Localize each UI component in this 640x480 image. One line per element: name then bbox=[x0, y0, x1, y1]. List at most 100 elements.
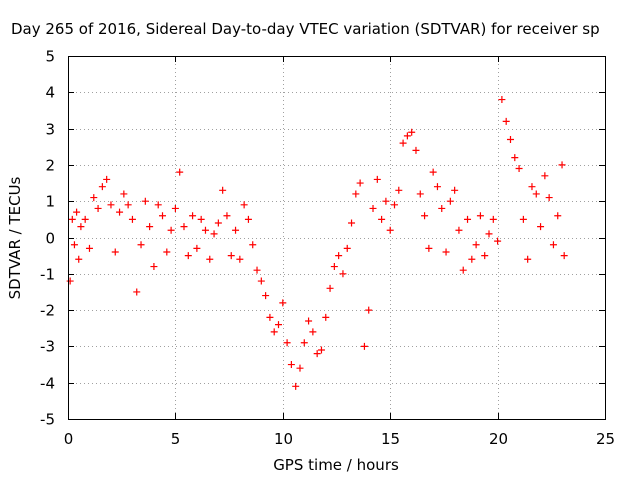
data-point bbox=[382, 197, 390, 205]
data-point bbox=[403, 132, 411, 140]
data-point bbox=[412, 146, 420, 154]
data-point bbox=[154, 201, 162, 209]
data-point bbox=[335, 252, 343, 260]
data-point bbox=[189, 212, 197, 220]
x-tick-label: 10 bbox=[274, 430, 293, 448]
data-point bbox=[481, 252, 489, 260]
data-point bbox=[472, 241, 480, 249]
data-point bbox=[98, 183, 106, 191]
data-point bbox=[309, 328, 317, 336]
y-tick-label: 5 bbox=[45, 48, 55, 66]
x-tick-label: 20 bbox=[489, 430, 508, 448]
data-point bbox=[283, 339, 291, 347]
data-point bbox=[300, 339, 308, 347]
data-point bbox=[395, 186, 403, 194]
data-series-sdtvar bbox=[66, 96, 568, 390]
x-axis-title: GPS time / hours bbox=[273, 456, 399, 474]
x-tick-label: 5 bbox=[171, 430, 181, 448]
data-point bbox=[549, 241, 557, 249]
data-point bbox=[356, 179, 364, 187]
x-tick-label: 25 bbox=[596, 430, 615, 448]
data-point bbox=[244, 215, 252, 223]
grid-lines bbox=[68, 56, 605, 419]
data-point bbox=[214, 219, 222, 227]
data-point bbox=[68, 215, 76, 223]
data-point bbox=[421, 212, 429, 220]
y-tick-label: -1 bbox=[40, 266, 55, 284]
data-point bbox=[532, 190, 540, 198]
plot-frame bbox=[68, 56, 606, 420]
data-point bbox=[94, 204, 102, 212]
data-point bbox=[146, 223, 154, 231]
data-point bbox=[485, 230, 493, 238]
data-point bbox=[390, 201, 398, 209]
data-point bbox=[425, 244, 433, 252]
data-point bbox=[296, 364, 304, 372]
data-point bbox=[446, 197, 454, 205]
data-point bbox=[107, 201, 115, 209]
data-point bbox=[498, 96, 506, 104]
y-tick-label: 2 bbox=[45, 157, 55, 175]
data-point bbox=[494, 237, 502, 245]
data-point bbox=[369, 204, 377, 212]
data-point bbox=[365, 306, 373, 314]
data-point bbox=[167, 226, 175, 234]
x-axis-ticks: 0 5 10 15 20 25 bbox=[64, 56, 615, 448]
data-point bbox=[219, 186, 227, 194]
data-point bbox=[558, 161, 566, 169]
data-point bbox=[120, 190, 128, 198]
data-point bbox=[455, 226, 463, 234]
data-point bbox=[545, 194, 553, 202]
data-point bbox=[343, 244, 351, 252]
data-point bbox=[141, 197, 149, 205]
data-point bbox=[249, 241, 257, 249]
data-point bbox=[464, 215, 472, 223]
data-point bbox=[150, 263, 158, 271]
data-point bbox=[317, 346, 325, 354]
data-point bbox=[537, 223, 545, 231]
data-point bbox=[511, 154, 519, 162]
data-point bbox=[348, 219, 356, 227]
data-point bbox=[73, 208, 81, 216]
data-point bbox=[459, 266, 467, 274]
data-point bbox=[560, 252, 568, 260]
data-point bbox=[502, 117, 510, 125]
data-point bbox=[66, 277, 74, 285]
data-point bbox=[81, 215, 89, 223]
data-point bbox=[378, 215, 386, 223]
data-point bbox=[429, 168, 437, 176]
data-point bbox=[360, 342, 368, 350]
data-point bbox=[451, 186, 459, 194]
y-tick-label: -3 bbox=[40, 338, 55, 356]
data-point bbox=[275, 321, 283, 329]
y-tick-label: 3 bbox=[45, 121, 55, 139]
data-point bbox=[524, 255, 532, 263]
data-point bbox=[270, 328, 278, 336]
data-point bbox=[373, 175, 381, 183]
data-point bbox=[322, 313, 330, 321]
data-point bbox=[313, 350, 321, 358]
data-point bbox=[519, 215, 527, 223]
data-point bbox=[137, 241, 145, 249]
data-point bbox=[90, 194, 98, 202]
data-point bbox=[159, 212, 167, 220]
data-point bbox=[528, 183, 536, 191]
data-point bbox=[339, 270, 347, 278]
data-point bbox=[476, 212, 484, 220]
x-tick-label: 0 bbox=[64, 430, 74, 448]
data-point bbox=[416, 190, 424, 198]
data-point bbox=[438, 204, 446, 212]
x-tick-label: 15 bbox=[381, 430, 400, 448]
data-point bbox=[236, 255, 244, 263]
data-point bbox=[399, 139, 407, 147]
data-point bbox=[506, 135, 514, 143]
data-point bbox=[128, 215, 136, 223]
data-point bbox=[408, 128, 416, 136]
data-point bbox=[541, 172, 549, 180]
data-point bbox=[70, 241, 78, 249]
y-tick-label: -5 bbox=[40, 411, 55, 429]
data-point bbox=[77, 223, 85, 231]
data-point bbox=[210, 230, 218, 238]
data-point bbox=[515, 165, 523, 173]
data-point bbox=[326, 284, 334, 292]
